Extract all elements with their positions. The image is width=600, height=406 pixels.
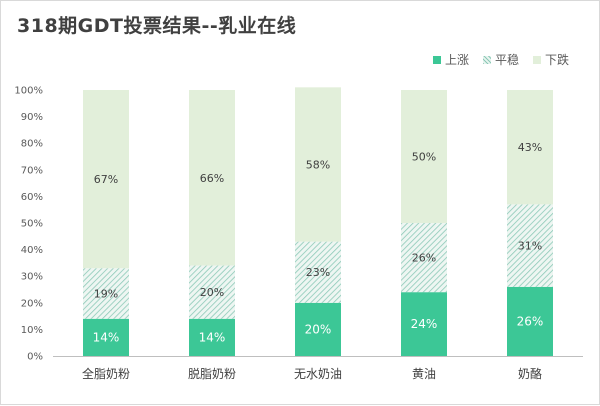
bar-segment-rise: [401, 292, 447, 356]
x-category-label: 脱脂奶粉: [188, 366, 236, 381]
data-label: 20%: [305, 322, 332, 336]
legend-swatch-fall: [532, 55, 541, 64]
data-label: 43%: [518, 141, 542, 154]
y-tick-label: 30%: [21, 272, 43, 283]
legend-item-fall: 下跌: [532, 51, 569, 68]
data-label: 67%: [94, 173, 118, 186]
x-category-label: 黄油: [412, 367, 436, 381]
x-category-label: 奶酪: [518, 366, 542, 381]
bar-segment-rise: [507, 286, 553, 356]
legend: 上涨 平稳 下跌: [432, 51, 569, 68]
data-label: 26%: [412, 252, 436, 265]
bar-segment-fall: [189, 90, 235, 266]
data-label: 14%: [93, 330, 120, 344]
y-tick-label: 10%: [21, 325, 43, 336]
data-label: 20%: [200, 286, 224, 299]
bar-segment-fall: [401, 90, 447, 223]
y-tick-label: 90%: [21, 112, 43, 123]
data-label: 66%: [200, 172, 224, 185]
x-category-label: 无水奶油: [294, 367, 342, 381]
data-label: 19%: [94, 287, 118, 300]
y-tick-label: 40%: [21, 245, 43, 256]
y-tick-label: 0%: [27, 352, 43, 363]
data-label: 24%: [411, 317, 438, 331]
legend-label-fall: 下跌: [544, 53, 569, 67]
bar-segment-stable: [189, 265, 235, 319]
legend-label-stable: 平稳: [494, 53, 519, 67]
y-tick-label: 70%: [21, 165, 43, 176]
data-label: 31%: [518, 240, 542, 253]
y-tick-label: 50%: [21, 219, 43, 230]
data-label: 14%: [199, 330, 226, 344]
bar-segment-stable: [83, 268, 129, 319]
y-tick-label: 100%: [14, 86, 43, 97]
bar-segment-stable: [401, 223, 447, 293]
bar-segment-fall: [295, 87, 341, 242]
bar-segment-rise: [189, 318, 235, 356]
bar-segment-rise: [295, 302, 341, 356]
legend-item-rise: 上涨: [432, 51, 469, 68]
data-label: 23%: [306, 266, 330, 279]
chart-title: 318期GDT投票结果--乳业在线: [17, 15, 297, 37]
x-category-label: 全脂奶粉: [82, 366, 130, 381]
data-label: 50%: [412, 151, 436, 164]
legend-swatch-stable: [482, 55, 491, 64]
legend-label-rise: 上涨: [444, 53, 469, 67]
y-tick-label: 20%: [21, 298, 43, 309]
legend-swatch-rise: [432, 55, 441, 64]
bar-segment-rise: [83, 318, 129, 356]
data-label: 58%: [306, 158, 330, 171]
bar-segment-fall: [507, 90, 553, 205]
legend-item-stable: 平稳: [482, 51, 519, 68]
y-tick-label: 80%: [21, 139, 43, 150]
bar-segment-fall: [83, 90, 129, 269]
bar-segment-stable: [507, 204, 553, 287]
y-tick-label: 60%: [21, 192, 43, 203]
data-label: 26%: [517, 314, 544, 328]
bar-segment-stable: [295, 241, 341, 303]
